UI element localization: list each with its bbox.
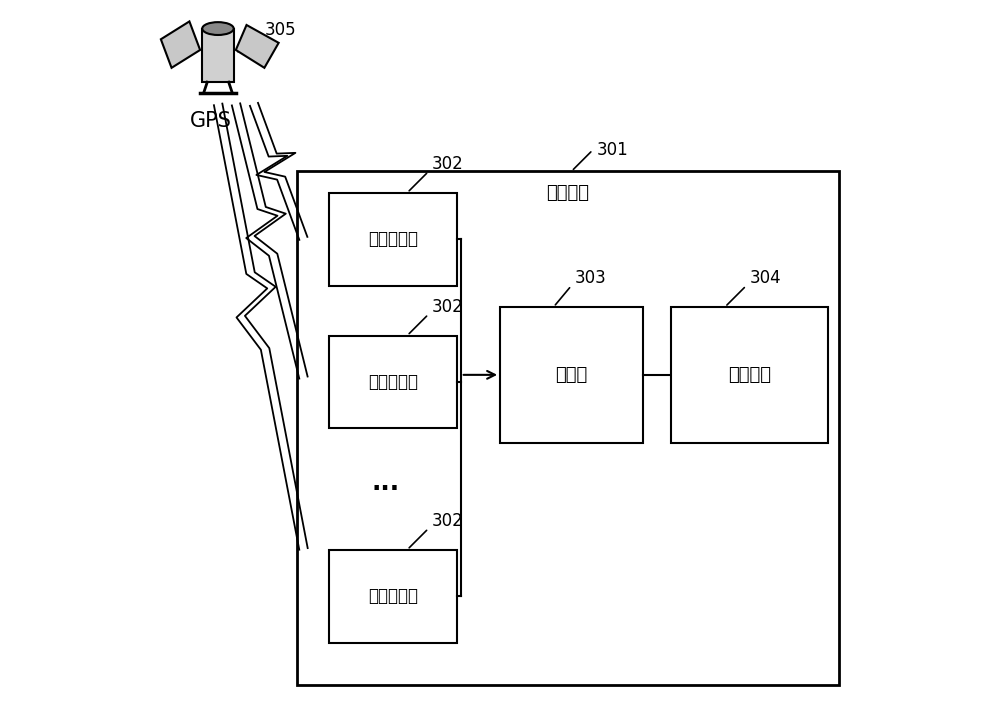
Text: 304: 304 [750,269,782,288]
Text: 存储器: 存储器 [555,366,588,384]
Text: 称重仪表: 称重仪表 [728,366,771,384]
Text: 303: 303 [575,269,607,288]
Text: 称重传感器: 称重传感器 [368,587,418,605]
Polygon shape [161,21,200,68]
Text: 称重传感器: 称重传感器 [368,230,418,248]
Ellipse shape [202,22,234,35]
Bar [329,193,457,286]
Text: ···: ··· [372,477,400,501]
Text: 302: 302 [432,512,464,531]
Polygon shape [236,25,279,68]
Bar [500,307,643,443]
Text: 称重传感器: 称重传感器 [368,373,418,391]
Bar [329,336,457,428]
Bar [671,307,828,443]
Text: 称重衡器: 称重衡器 [546,183,589,202]
Text: 301: 301 [596,141,628,159]
Bar [297,171,839,685]
Bar [329,550,457,643]
Text: 302: 302 [432,155,464,174]
Text: 305: 305 [264,21,296,39]
Bar [202,29,234,82]
Text: 302: 302 [432,298,464,316]
Text: GPS: GPS [190,111,232,131]
